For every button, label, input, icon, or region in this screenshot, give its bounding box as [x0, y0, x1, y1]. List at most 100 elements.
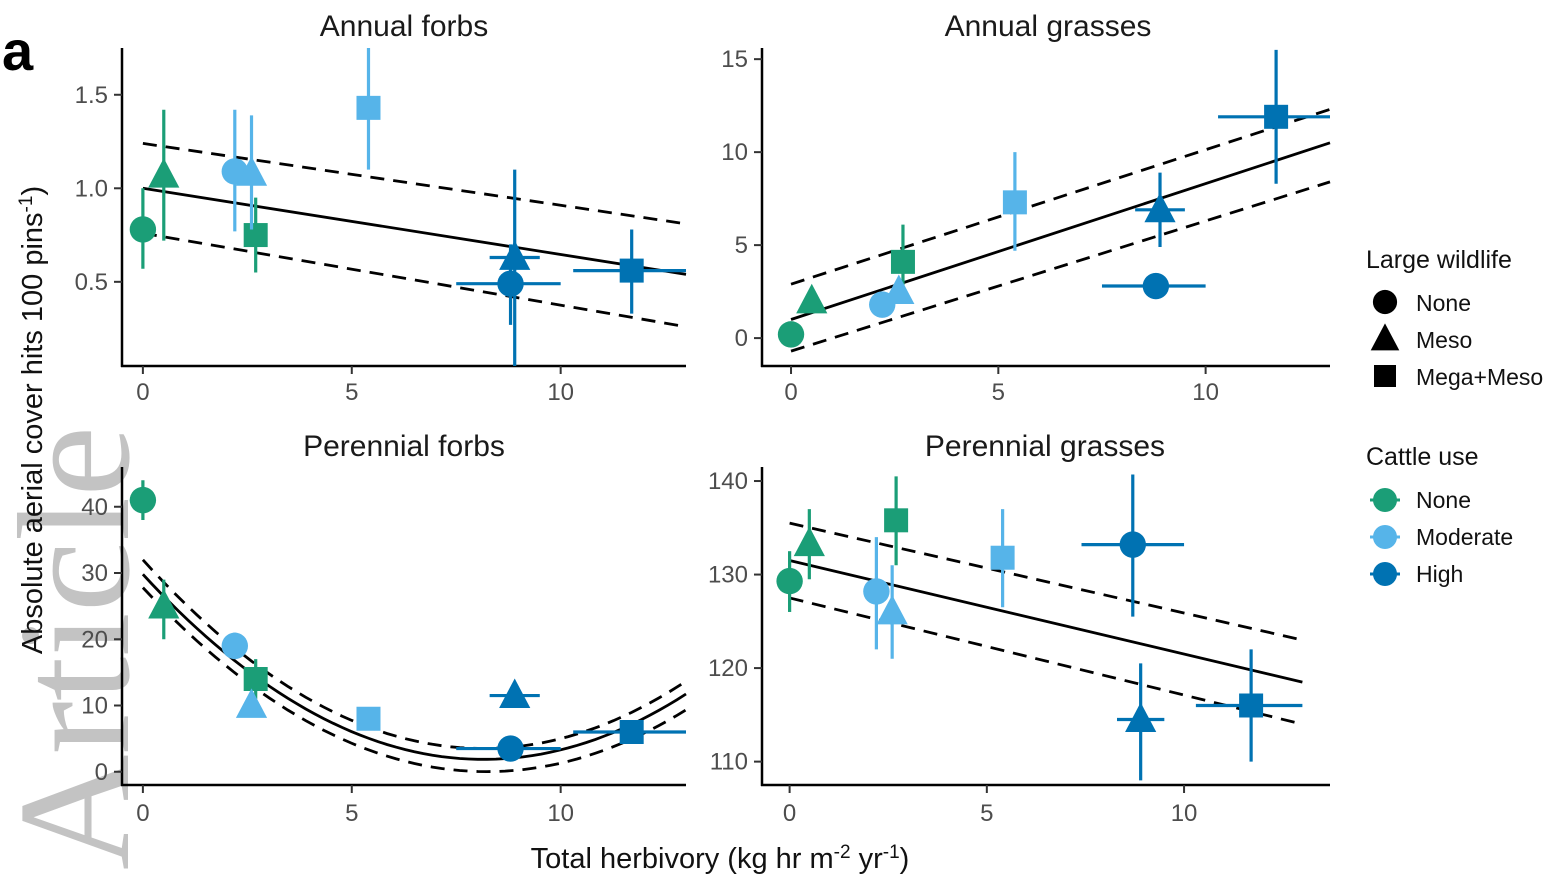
data-point [793, 509, 825, 580]
y-tick-label: 10 [721, 139, 748, 166]
point-marker [499, 240, 531, 270]
ci-lower-line [142, 231, 687, 329]
legend-label: None [1416, 290, 1471, 316]
x-axis-title-sup2: -1 [883, 842, 900, 863]
legend-key-square [1374, 365, 1396, 387]
point-marker [1142, 272, 1170, 300]
y-tick-label: 10 [81, 693, 108, 720]
panel-4: Perennial grasses 110 120 130 140 0 5 10 [708, 430, 1330, 827]
y-tick-label: 15 [721, 46, 748, 73]
point-marker [1239, 693, 1264, 718]
y-tick-label: 20 [81, 626, 108, 653]
data-point [221, 632, 248, 660]
panel-title: Perennial forbs [303, 430, 505, 463]
point-marker [777, 321, 805, 348]
legend-key-circle [1373, 525, 1397, 549]
x-tick-label: 0 [783, 800, 796, 827]
point-marker [883, 274, 915, 305]
x-axis-title-main: Total herbivory (kg hr m [531, 843, 834, 875]
point-marker [235, 156, 268, 186]
legend-label: Moderate [1416, 524, 1513, 550]
legend-title-wildlife: Large wildlife [1366, 246, 1512, 274]
y-tick-label: 1.5 [75, 82, 108, 109]
legend-label: Mega+Meso [1416, 364, 1543, 390]
data-point [243, 659, 268, 699]
data-point [356, 706, 381, 731]
x-tick-label: 10 [1192, 379, 1219, 406]
data-point [884, 476, 909, 566]
y-axis-title-sup: -1 [16, 196, 37, 213]
y-axis-title-main: Absolute aerial cover hits 100 pins [17, 212, 49, 654]
data-point [990, 509, 1015, 608]
x-tick-label: 5 [992, 379, 1005, 406]
point-marker [356, 95, 381, 120]
y-tick-label: 1.0 [75, 175, 108, 202]
point-marker [863, 578, 890, 605]
data-point [489, 678, 540, 708]
point-marker [221, 632, 248, 660]
point-marker [1264, 104, 1289, 129]
data-point [235, 115, 268, 230]
x-tick-label: 5 [345, 379, 358, 406]
panels: Annual forbs 0.5 1.0 1.5 0 5 10 Annual grasses 0… [75, 10, 1331, 827]
point-marker [1002, 190, 1027, 215]
data-point [777, 321, 805, 348]
data-point [1002, 152, 1027, 251]
data-point [356, 48, 381, 170]
x-axis-title-sup1: -2 [834, 842, 851, 863]
x-axis-title: Total herbivory (kg hr m-2 yr-1) [531, 842, 910, 875]
y-tick-label: 0 [735, 325, 748, 352]
data-point [876, 565, 908, 659]
panel-title: Perennial grasses [925, 430, 1165, 463]
data-point [1218, 49, 1330, 184]
data-point [796, 283, 828, 314]
data-point [148, 109, 180, 241]
ci-upper-line [142, 142, 687, 226]
legend-key-triangle [1370, 323, 1400, 351]
point-marker [499, 678, 531, 708]
point-marker [148, 158, 180, 188]
y-tick-label: 130 [708, 562, 748, 589]
data-point [129, 480, 157, 520]
figure-letter: a [2, 19, 34, 82]
legend-key-circle [1373, 488, 1397, 512]
data-point [129, 188, 157, 269]
x-tick-label: 0 [136, 379, 149, 406]
x-tick-label: 10 [1171, 800, 1198, 827]
data-point [883, 274, 915, 305]
panel-title: Annual grasses [945, 10, 1152, 43]
data-point [235, 688, 268, 718]
data-point [1195, 649, 1303, 762]
ci-upper-line [790, 108, 1331, 286]
y-tick-label: 0.5 [75, 269, 108, 296]
data-point [1101, 272, 1206, 300]
data-point [489, 169, 540, 366]
x-axis-title-end: ) [900, 843, 910, 875]
y-tick-label: 140 [708, 468, 748, 495]
ci-lower-line [141, 586, 687, 774]
fit-line [141, 573, 687, 761]
panel-3: Perennial forbs 0 10 20 30 40 0 5 10 [81, 430, 687, 827]
x-tick-label: 0 [784, 379, 797, 406]
legend-label: Meso [1416, 327, 1472, 353]
y-tick-label: 5 [735, 232, 748, 259]
data-point [776, 551, 803, 612]
legend-label: High [1416, 561, 1463, 587]
data-point [1117, 663, 1165, 781]
data-point [148, 579, 180, 640]
point-marker [497, 270, 524, 297]
data-point [573, 229, 686, 314]
data-point [243, 197, 268, 273]
legend-key-circle [1373, 562, 1397, 586]
point-marker [235, 688, 268, 718]
data-point [1135, 172, 1185, 247]
x-tick-label: 5 [980, 800, 993, 827]
point-marker [990, 545, 1015, 570]
y-axis-title: Absolute aerial cover hits 100 pins-1) [16, 186, 49, 654]
x-tick-label: 5 [345, 800, 358, 827]
point-marker [796, 283, 828, 314]
point-marker [129, 216, 157, 243]
legend: Large wildlife None Meso Mega+Meso Cattle us… [1366, 246, 1543, 587]
point-marker [793, 526, 825, 557]
legend-key-circle [1372, 289, 1398, 315]
